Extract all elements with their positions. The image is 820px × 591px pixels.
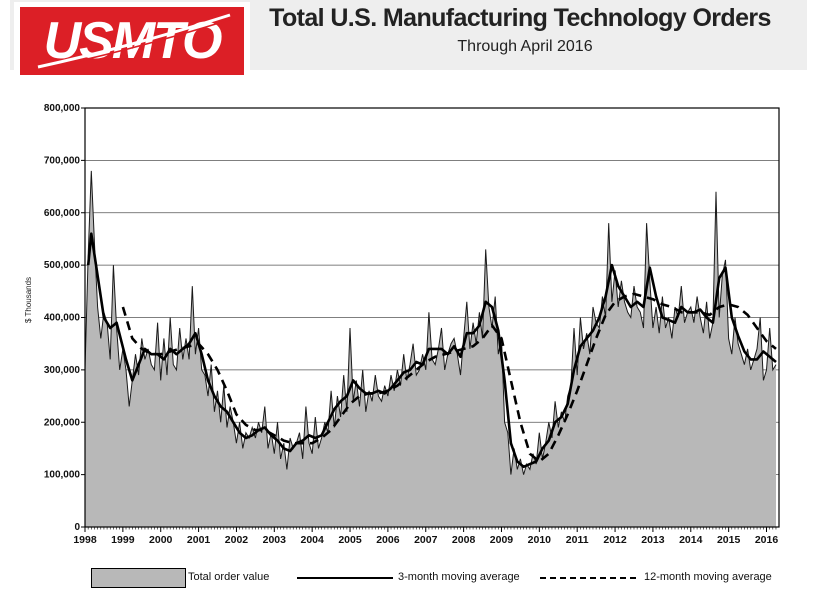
x-tick-label: 2007 bbox=[414, 534, 438, 546]
x-tick-label: 1998 bbox=[73, 534, 97, 546]
y-axis-label: $ Thousands bbox=[24, 277, 33, 323]
legend-label-ma12: 12-month moving average bbox=[644, 571, 772, 583]
y-tick-label: 700,000 bbox=[44, 155, 81, 166]
chart-title: Total U.S. Manufacturing Technology Orde… bbox=[269, 4, 771, 32]
x-tick-label: 2016 bbox=[755, 534, 779, 546]
series-ma3-line bbox=[86, 232, 777, 469]
x-tick-label: 2011 bbox=[566, 534, 589, 546]
x-tick-label: 2012 bbox=[603, 534, 627, 546]
x-tick-label: 1999 bbox=[111, 534, 135, 546]
x-tick-label: 2001 bbox=[187, 534, 211, 546]
y-tick-label: 800,000 bbox=[44, 103, 81, 114]
y-tick-label: 200,000 bbox=[44, 417, 81, 428]
legend-label-ma3: 3-month moving average bbox=[398, 571, 520, 583]
x-tick-label: 2004 bbox=[300, 534, 324, 546]
series-ma12-line bbox=[121, 292, 777, 463]
series-layer bbox=[84, 170, 777, 527]
x-tick-label: 2000 bbox=[149, 534, 173, 546]
logo-swoosh-icon bbox=[37, 13, 233, 71]
x-tick-label: 2003 bbox=[263, 534, 287, 546]
x-tick-label: 2005 bbox=[338, 534, 362, 546]
y-tick-label: 400,000 bbox=[44, 313, 81, 324]
usmto-logo: USMTO bbox=[14, 2, 250, 78]
y-tick-label: 300,000 bbox=[44, 365, 81, 376]
y-tick-label: 500,000 bbox=[44, 260, 81, 271]
x-tick-label: 2010 bbox=[528, 534, 552, 546]
x-tick-label: 2009 bbox=[490, 534, 514, 546]
y-tick-label: 0 bbox=[74, 522, 80, 533]
plot-border bbox=[84, 107, 780, 528]
x-tick-label: 2015 bbox=[717, 534, 741, 546]
x-tick-label: 2013 bbox=[641, 534, 665, 546]
axes: 0 100,000 200,000 300,000 400,000 500,000 600,… bbox=[44, 103, 780, 546]
legend-swatch-total bbox=[91, 568, 186, 588]
y-tick-label: 100,000 bbox=[44, 470, 81, 481]
x-tick-label: 2008 bbox=[452, 534, 476, 546]
legend-line-ma3 bbox=[297, 577, 393, 579]
legend-label-total: Total order value bbox=[188, 571, 270, 583]
y-tick-label: 600,000 bbox=[44, 208, 81, 219]
legend-line-ma12 bbox=[540, 577, 636, 579]
x-tick-label: 2006 bbox=[376, 534, 400, 546]
chart-subtitle: Through April 2016 bbox=[457, 38, 593, 55]
logo-red-block: USMTO bbox=[20, 7, 244, 75]
x-tick-label: 2002 bbox=[225, 534, 249, 546]
x-tick-label: 2014 bbox=[679, 534, 703, 546]
